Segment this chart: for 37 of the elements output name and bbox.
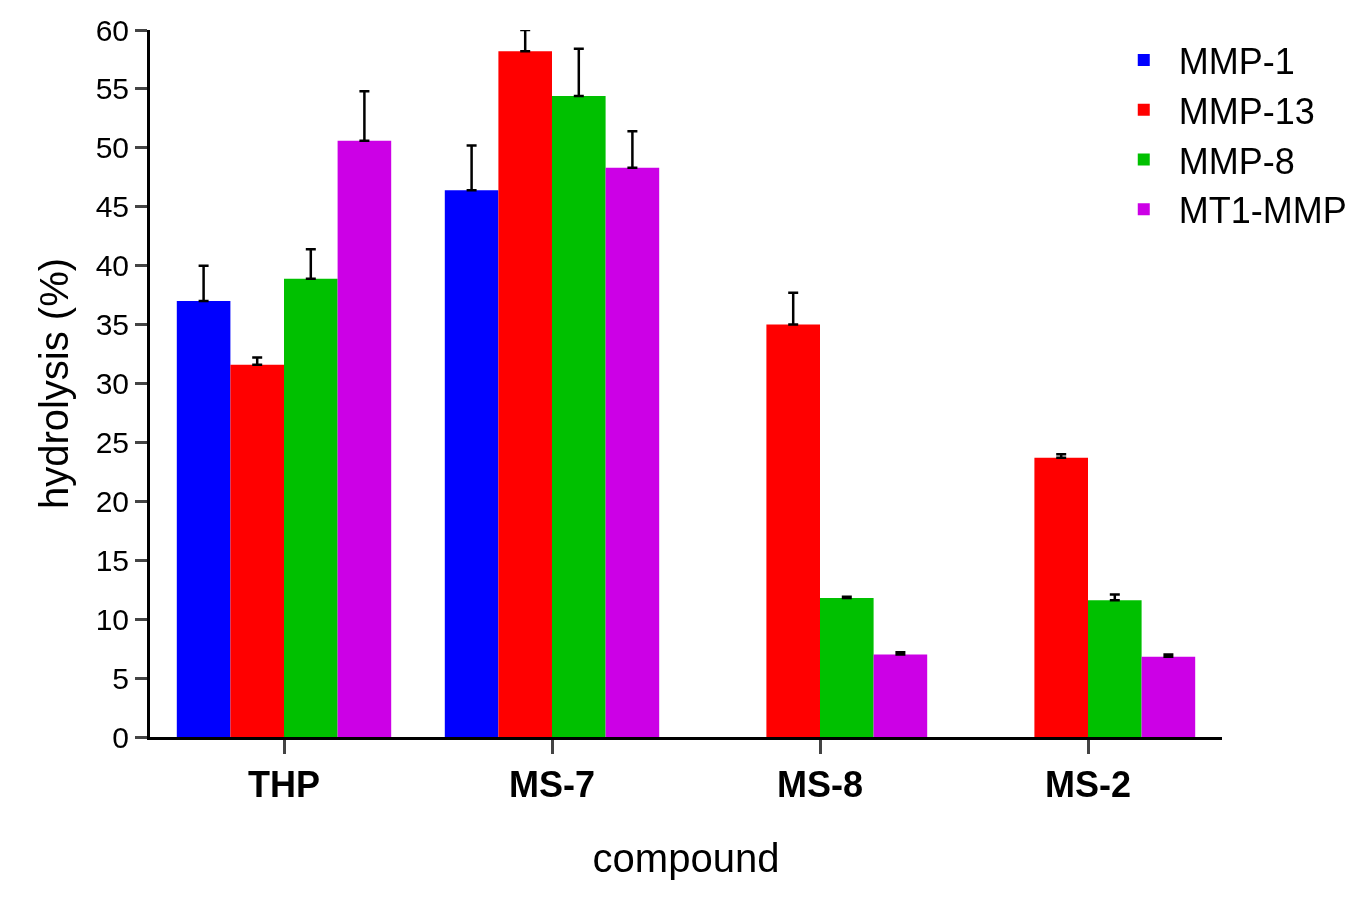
x-tick-label: MS-2 <box>1044 764 1132 806</box>
y-tick-label: 30 <box>95 367 129 400</box>
y-tick-label: 50 <box>95 131 129 165</box>
y-tick-label: 35 <box>95 308 129 342</box>
legend-label: MMP-13 <box>1178 90 1315 132</box>
x-axis-title: compound <box>592 835 780 880</box>
bar <box>766 324 820 737</box>
bar <box>820 597 874 737</box>
legend-label: MT1-MMP <box>1178 190 1347 232</box>
bar <box>176 301 231 737</box>
bar <box>1141 656 1196 737</box>
legend-label: MMP-8 <box>1178 140 1295 182</box>
y-axis-title: hydrolysis (%) <box>32 257 77 510</box>
y-tick-label: 0 <box>112 720 129 754</box>
bar <box>444 190 499 737</box>
y-tick-label: 40 <box>95 249 129 283</box>
bar <box>552 95 606 737</box>
y-tick-label: 55 <box>95 72 129 106</box>
y-tick-label: 10 <box>95 602 129 636</box>
x-tick-label: MS-7 <box>508 764 596 806</box>
bar <box>337 140 392 737</box>
bar <box>1088 600 1142 737</box>
y-tick-label: 15 <box>95 543 129 577</box>
y-tick-label: 25 <box>95 425 129 459</box>
legend-label: MMP-1 <box>1178 40 1295 82</box>
bar <box>873 654 928 737</box>
x-tick-label: THP <box>248 764 320 806</box>
bar <box>284 278 338 737</box>
bar <box>1034 457 1088 737</box>
y-tick-label: 45 <box>95 190 129 224</box>
y-tick-label: 60 <box>95 13 129 47</box>
bar <box>230 364 284 737</box>
bar <box>605 167 660 737</box>
x-tick-label: MS-8 <box>776 764 864 806</box>
bar <box>498 51 552 737</box>
y-tick-label: 20 <box>95 484 129 518</box>
y-tick-label: 5 <box>112 661 129 695</box>
